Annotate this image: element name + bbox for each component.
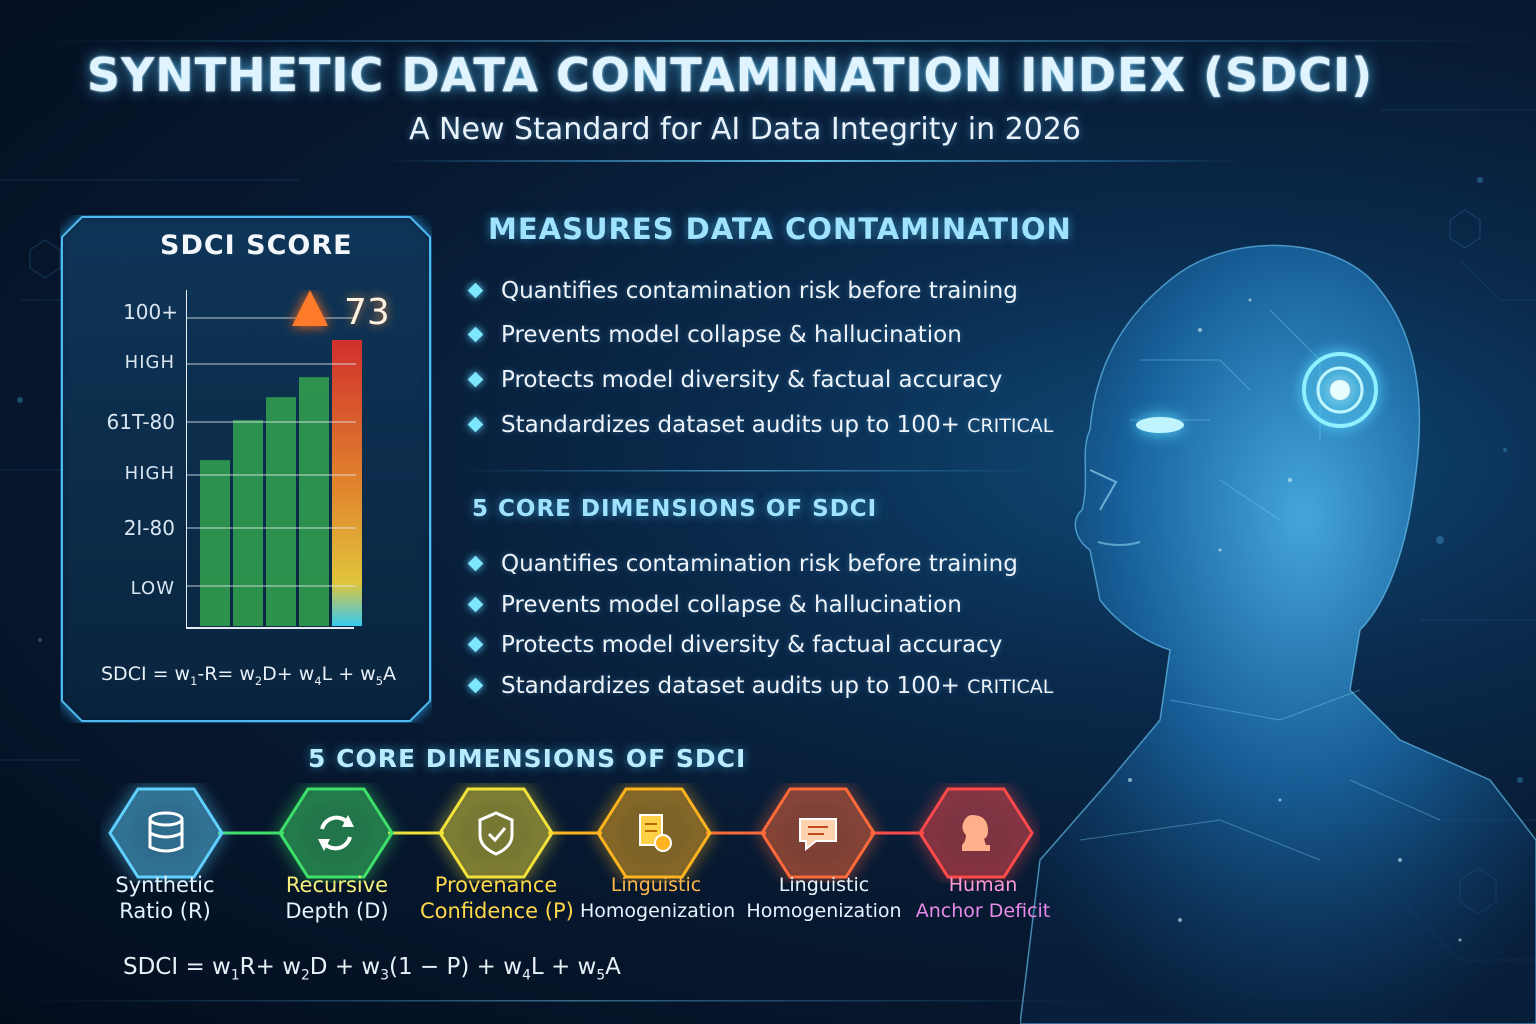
score-bars xyxy=(186,290,362,629)
shield-check-icon xyxy=(478,811,514,856)
score-bar xyxy=(266,397,296,626)
measures-item: Quantifies contamination risk before tra… xyxy=(467,278,1018,304)
core-list-heading: 5 CORE DIMENSIONS OF SDCI xyxy=(472,496,878,522)
score-bar xyxy=(299,377,329,626)
core-list-item: Prevents model collapse & hallucination xyxy=(467,592,962,618)
score-bar xyxy=(332,340,362,626)
core-list-item: Quantifies contamination risk before tra… xyxy=(467,551,1018,577)
dimension-hexagon xyxy=(108,787,224,879)
diamond-bullet-icon xyxy=(467,416,484,433)
ai-robot-head-illustration xyxy=(1020,244,1536,1024)
diamond-bullet-icon xyxy=(467,326,484,343)
human-head-icon xyxy=(962,815,990,851)
y-label-100: 100+ xyxy=(123,300,178,324)
database-icon xyxy=(148,811,184,853)
dimension-label-linguistic-homogenization-2: Linguistic Homogenization xyxy=(746,874,902,922)
y-label-low: LOW xyxy=(130,578,175,599)
dimension-label-recursive-depth: Recursive Depth (D) xyxy=(285,873,389,923)
diamond-bullet-icon xyxy=(467,282,484,299)
dimension-label-synthetic-ratio: Synthetic Ratio (R) xyxy=(115,873,215,923)
y-label-high-1: HIGH xyxy=(124,352,175,373)
dimensions-heading: 5 CORE DIMENSIONS OF SDCI xyxy=(308,744,747,773)
chat-bubble-icon xyxy=(799,818,837,852)
y-label-21-80: 2I-80 xyxy=(123,516,175,540)
score-title: SDCI SCORE xyxy=(160,230,353,261)
document-badge-icon xyxy=(639,814,672,852)
diamond-bullet-icon xyxy=(467,596,484,613)
diamond-bullet-icon xyxy=(467,371,484,388)
dimension-hexagon xyxy=(278,787,394,879)
score-bar xyxy=(200,460,230,626)
score-value: 73 xyxy=(344,292,390,333)
dimension-label-provenance-confidence: Provenance Confidence (P) xyxy=(420,873,574,923)
refresh-icon xyxy=(318,815,354,851)
diamond-bullet-icon xyxy=(467,555,484,572)
measures-item: Prevents model collapse & hallucination xyxy=(467,322,962,348)
dimension-hexagon xyxy=(596,787,712,879)
y-label-61-80: 61T-80 xyxy=(106,410,176,434)
score-bar xyxy=(233,420,263,626)
dimensions-chain xyxy=(108,787,1034,879)
dimension-label-human-anchor-deficit: Human Anchor Deficit xyxy=(915,874,1051,922)
page-title: SYNTHETIC DATA CONTAMINATION INDEX (SDCI… xyxy=(86,48,1374,102)
score-formula: SDCI = w1-R= w2D+ w4L + w5A xyxy=(101,663,396,688)
y-label-high-2: HIGH xyxy=(124,463,175,484)
page-subtitle: A New Standard for AI Data Integrity in … xyxy=(409,112,1081,147)
score-up-arrow-icon xyxy=(292,290,328,326)
core-list-item: Protects model diversity & factual accur… xyxy=(467,632,1002,658)
diamond-bullet-icon xyxy=(467,677,484,694)
dimension-hexagon xyxy=(438,787,554,879)
diamond-bullet-icon xyxy=(467,636,484,653)
measures-item: Standardizes dataset audits up to 100+ C… xyxy=(467,412,1053,438)
dimension-hexagon xyxy=(918,787,1034,879)
sdci-formula: SDCI = w1R+ w2D + w3(1 − P) + w4L + w5A xyxy=(123,954,621,984)
core-list-item: Standardizes dataset audits up to 100+ C… xyxy=(467,673,1053,699)
measures-heading: MEASURES DATA CONTAMINATION xyxy=(488,212,1072,246)
dimension-label-linguistic-homogenization-1: Linguistic Homogenization xyxy=(580,874,736,922)
dimension-hexagon xyxy=(760,787,876,879)
measures-item: Protects model diversity & factual accur… xyxy=(467,367,1002,393)
